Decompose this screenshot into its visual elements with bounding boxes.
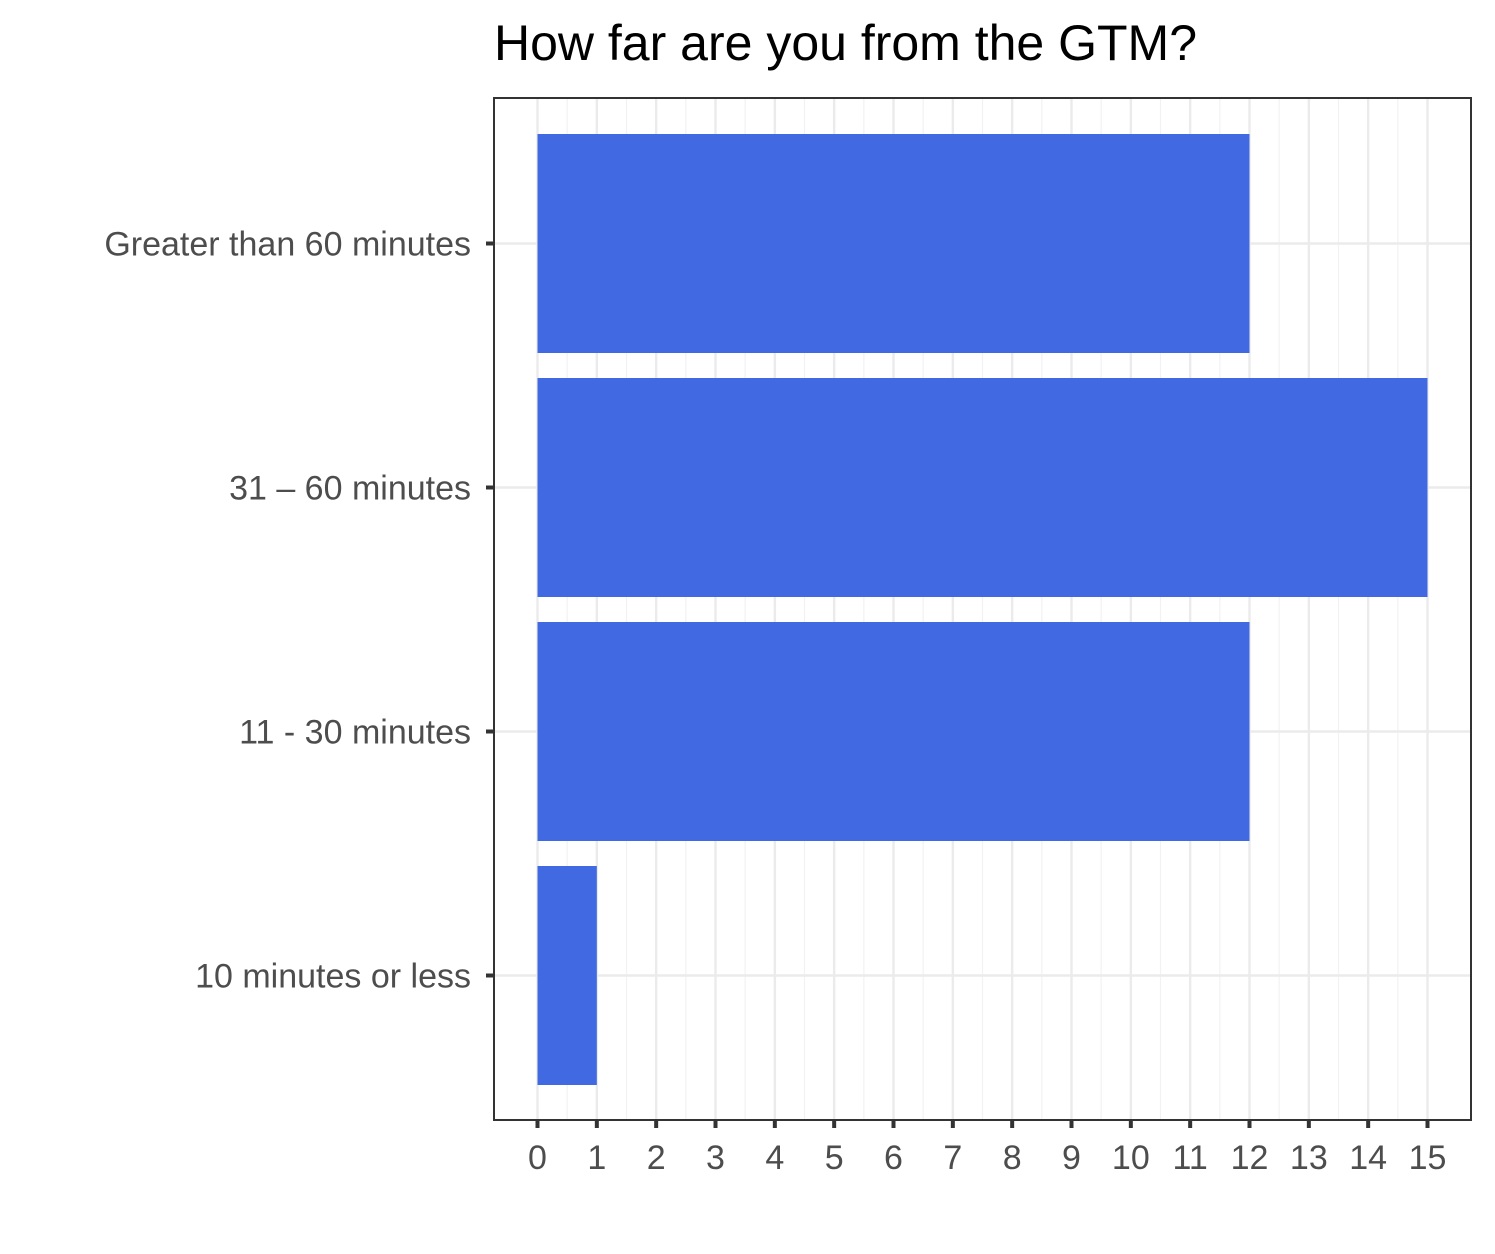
y-tick-label: Greater than 60 minutes [104,226,471,264]
x-tick-label: 5 [825,1139,844,1177]
chart-title: How far are you from the GTM? [494,15,1198,71]
y-axis: Greater than 60 minutes 31 – 60 minutes 11… [104,226,494,996]
x-tick-label: 6 [884,1139,903,1177]
y-tick-label: 11 - 30 minutes [239,714,471,752]
x-tick-label: 1 [587,1139,606,1177]
x-axis: 0 1 2 3 4 5 6 7 8 9 10 11 12 13 14 15 [528,1120,1446,1177]
x-tick-label: 11 [1173,1139,1208,1177]
x-tick-label: 8 [1003,1139,1022,1177]
x-tick-label: 10 [1112,1139,1150,1177]
x-tick-label: 0 [528,1139,547,1177]
bar [537,134,1250,353]
y-tick-label: 31 – 60 minutes [229,470,471,508]
y-tick-label: 10 minutes or less [195,958,471,996]
bar [537,866,597,1085]
x-tick-label: 12 [1231,1139,1269,1177]
x-tick-label: 15 [1409,1139,1447,1177]
bars [537,134,1428,1085]
bar [537,622,1250,841]
x-tick-label: 14 [1349,1139,1387,1177]
x-tick-label: 2 [647,1139,666,1177]
x-tick-label: 9 [1062,1139,1081,1177]
x-tick-label: 4 [765,1139,784,1177]
panel-border [493,97,1472,1121]
bar [537,378,1428,597]
x-tick-label: 13 [1290,1139,1328,1177]
x-tick-label: 7 [943,1139,962,1177]
x-tick-label: 3 [706,1139,725,1177]
